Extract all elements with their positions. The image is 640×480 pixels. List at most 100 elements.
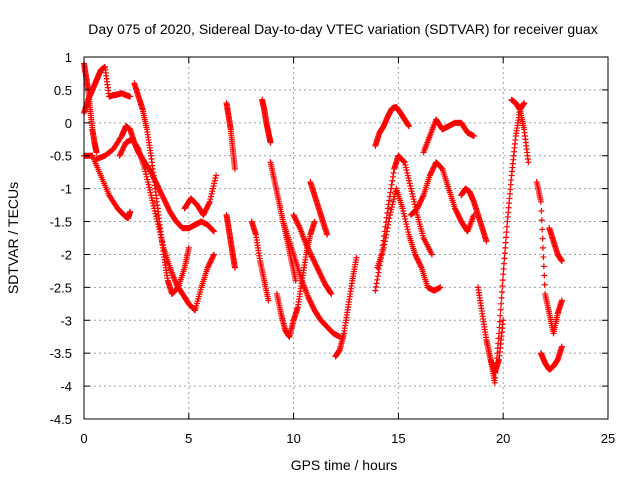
data-point (374, 273, 381, 280)
data-point (402, 164, 409, 171)
data-point (295, 221, 302, 228)
data-point (311, 260, 318, 267)
data-point (307, 250, 314, 257)
data-point (207, 259, 214, 266)
data-point (502, 244, 509, 251)
series-arc-j (248, 218, 272, 304)
data-point (452, 206, 459, 213)
series-arc-s (372, 152, 435, 294)
data-point (416, 200, 423, 207)
data-point (375, 269, 382, 276)
data-point (206, 198, 213, 205)
data-point (498, 294, 505, 301)
data-point (306, 248, 313, 255)
data-point (500, 271, 507, 278)
data-point (211, 180, 218, 187)
series-arc-h (223, 100, 238, 172)
y-tick-label: -0.5 (50, 149, 72, 164)
data-point (308, 253, 315, 260)
data-point (525, 159, 532, 166)
data-point (401, 213, 408, 220)
data-point (503, 223, 510, 230)
data-point (416, 201, 423, 208)
data-point (386, 215, 393, 222)
data-point (208, 190, 215, 197)
data-point (383, 228, 390, 235)
data-point (156, 187, 163, 194)
series-arc-aa (533, 179, 565, 337)
data-point (295, 222, 302, 229)
data-point (150, 202, 157, 209)
data-point (428, 168, 435, 175)
data-point (160, 242, 167, 249)
data-point (127, 208, 134, 215)
data-point (328, 290, 335, 297)
data-point (142, 168, 149, 175)
data-point (313, 262, 320, 269)
data-point (205, 201, 212, 208)
data-point (540, 244, 547, 251)
data-point (415, 202, 422, 209)
data-point (163, 202, 170, 209)
data-point (265, 297, 272, 304)
data-point (414, 205, 421, 212)
data-point (156, 226, 163, 233)
data-point (161, 196, 168, 203)
series-arc-ab (537, 343, 565, 373)
y-tick-label: 0 (65, 116, 72, 131)
data-point (209, 255, 216, 262)
data-point (209, 188, 216, 195)
data-point (144, 179, 151, 186)
data-point (290, 211, 297, 218)
data-point (558, 343, 565, 350)
data-point (202, 206, 209, 213)
data-point (158, 236, 165, 243)
data-point (316, 269, 323, 276)
data-point (310, 256, 317, 263)
data-point (309, 303, 316, 310)
data-point (202, 208, 209, 215)
data-point (155, 184, 162, 191)
data-point (303, 241, 310, 248)
data-point (208, 256, 215, 263)
data-point (412, 251, 419, 258)
data-point (231, 264, 238, 271)
data-point (390, 196, 397, 203)
data-point (410, 196, 417, 203)
y-tick-label: -1 (60, 182, 72, 197)
data-point (384, 225, 391, 232)
y-tick-label: -1.5 (50, 215, 72, 230)
data-point (455, 211, 462, 218)
data-point (152, 210, 159, 217)
data-point (500, 265, 507, 272)
data-point (304, 244, 311, 251)
data-point (148, 194, 155, 201)
data-point (320, 277, 327, 284)
data-point (308, 252, 315, 259)
data-point (144, 176, 151, 183)
data-point (93, 149, 100, 156)
data-point (389, 173, 396, 180)
data-point (401, 159, 408, 166)
data-point (313, 263, 320, 270)
data-point (207, 258, 214, 265)
x-tick-label: 5 (185, 431, 192, 446)
data-point (501, 255, 508, 262)
series-arc-p (307, 179, 331, 238)
data-point (499, 283, 506, 290)
data-point (406, 177, 413, 184)
data-point (303, 242, 310, 249)
data-point (163, 200, 170, 207)
data-point (293, 218, 300, 225)
data-point (149, 200, 156, 207)
data-point (294, 219, 301, 226)
data-point (353, 254, 360, 261)
data-point (119, 146, 126, 153)
data-point (558, 297, 565, 304)
data-point (207, 196, 214, 203)
data-point (437, 284, 444, 291)
series-arc-b (81, 60, 100, 156)
data-point (210, 228, 217, 235)
chart-title: Day 075 of 2020, Sidereal Day-to-day VTE… (88, 21, 597, 37)
data-point (308, 300, 315, 307)
